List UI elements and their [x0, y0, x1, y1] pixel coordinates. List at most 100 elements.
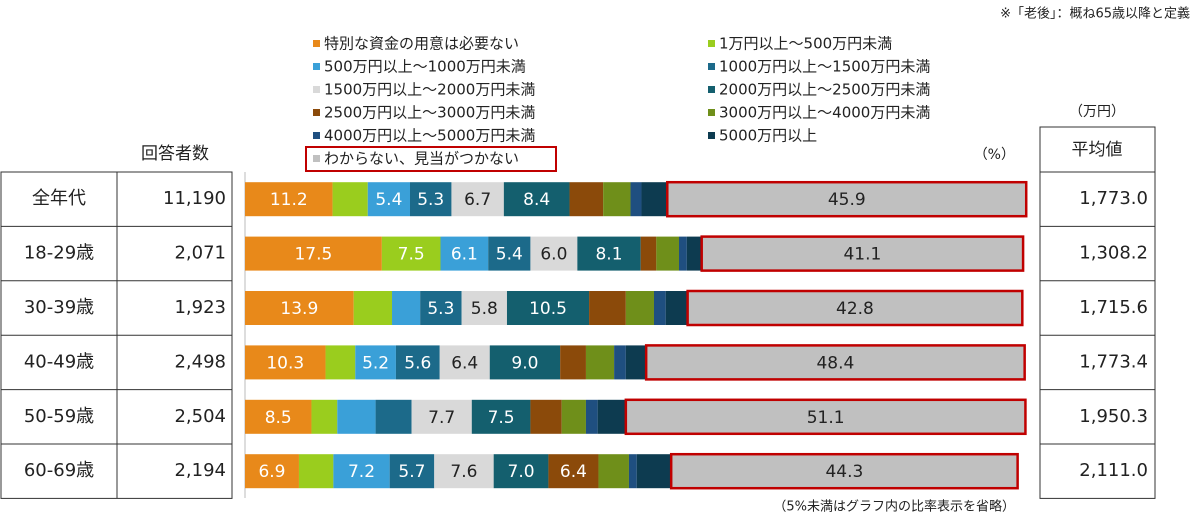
value-label: 6.7: [464, 190, 491, 210]
bar-segment: [353, 291, 393, 325]
row-label: 60-69歳: [24, 460, 94, 481]
legend-swatch: [313, 86, 320, 93]
value-label: 8.5: [265, 408, 292, 428]
bar-segment: [679, 236, 687, 271]
value-label: 13.9: [280, 299, 318, 319]
bar-segment: [245, 345, 326, 380]
respondents: 11,190: [163, 188, 226, 209]
value-label: 6.1: [451, 245, 478, 265]
bar-segment: [506, 291, 590, 325]
legend-label: 5000万円以上: [719, 127, 817, 145]
bar-segment: [644, 344, 1026, 381]
footnote: （5%未満はグラフ内の比率表示を省略）: [773, 499, 1015, 515]
bar-segment: [440, 236, 489, 271]
value-label: 5.2: [362, 353, 389, 373]
value-label: 8.4: [523, 190, 550, 210]
average-unit: （万円）: [1069, 104, 1125, 120]
bar-segment: [653, 291, 666, 325]
respondents: 2,498: [174, 351, 226, 372]
bar-segment: [434, 454, 494, 489]
bar-segment: [636, 454, 672, 489]
legend-label: 1000万円以上～1500万円未満: [719, 58, 930, 76]
bar-segment: [597, 399, 626, 434]
bar-segment: [488, 236, 531, 271]
legend-label: 特別な資金の用意は必要ない: [324, 35, 519, 53]
average: 1,715.6: [1079, 297, 1148, 318]
value-label: 8.1: [595, 245, 622, 265]
legend-swatch: [708, 40, 715, 47]
unit-label: （%）: [974, 147, 1015, 163]
bar-segment: [245, 182, 333, 217]
bar-segment: [439, 345, 490, 380]
row-label: 30-39歳: [24, 297, 94, 318]
respondents: 2,504: [174, 406, 226, 427]
value-label: 5.3: [417, 190, 444, 210]
value-label: 11.2: [270, 190, 308, 210]
value-label: 7.6: [450, 462, 477, 482]
bar-segment: [411, 399, 472, 434]
bar-segment: [298, 454, 334, 489]
legend-swatch: [313, 155, 320, 162]
row-label: 全年代: [32, 188, 86, 209]
bar-segment: [569, 182, 604, 217]
bar-segment: [489, 345, 561, 380]
bar-segment: [503, 182, 570, 217]
value-label: 41.1: [843, 245, 881, 265]
bar-segment: [395, 345, 440, 380]
respondents: 2,194: [174, 460, 226, 481]
value-label: 6.4: [451, 353, 478, 373]
bar-segment: [381, 236, 441, 271]
bar-segment: [665, 291, 688, 325]
value-label: 5.3: [427, 299, 454, 319]
legend-label: 4000万円以上～5000万円未満: [324, 127, 535, 145]
bar-segment: [389, 454, 435, 489]
respondents: 1,923: [174, 297, 226, 318]
value-label: 7.2: [348, 462, 375, 482]
bar-segment: [700, 235, 1025, 272]
bar-segment: [461, 291, 507, 325]
respondents: 2,071: [174, 243, 226, 264]
average: 2,111.0: [1079, 460, 1148, 481]
bar-segment: [420, 291, 462, 325]
value-label: 44.3: [825, 462, 863, 482]
bar-segment: [311, 399, 338, 434]
bar-segment: [561, 399, 586, 434]
legend-swatch: [313, 40, 320, 47]
bar-segment: [355, 345, 396, 380]
bar-segment: [577, 236, 641, 271]
legend-highlight: [305, 146, 557, 172]
value-label: 5.7: [398, 462, 425, 482]
value-label: 10.3: [266, 353, 304, 373]
bar-segment: [245, 454, 299, 489]
bar-segment: [245, 399, 312, 434]
bar-segment: [585, 399, 598, 434]
bar-segment: [585, 345, 615, 380]
bar-segment: [630, 182, 642, 217]
legend-swatch: [708, 132, 715, 139]
bar-segment: [640, 236, 657, 271]
bar-segment: [332, 182, 368, 217]
bar-segment: [333, 454, 390, 489]
bar-segment: [245, 291, 354, 325]
value-label: 6.9: [258, 462, 285, 482]
value-label: 5.6: [404, 353, 431, 373]
legend-swatch: [313, 109, 320, 116]
bar-segment: [666, 180, 1028, 218]
bar-segment: [548, 454, 599, 489]
bar-segment: [493, 454, 549, 489]
row-label: 40-49歳: [24, 351, 94, 372]
legend-swatch: [313, 63, 320, 70]
legend-label: 1万円以上～500万円未満: [719, 35, 892, 53]
note: ※「老後」：概ね65歳以降と定義: [1000, 6, 1190, 22]
legend-label: わからない、見当がつかない: [324, 150, 519, 168]
value-label: 10.5: [529, 299, 567, 319]
legend-label: 2000万円以上～2500万円未満: [719, 81, 930, 99]
value-label: 7.0: [508, 462, 535, 482]
bar-segment: [625, 291, 654, 325]
bar-segment: [686, 236, 702, 271]
bar-segment: [560, 345, 586, 380]
bar-segment: [628, 454, 637, 489]
value-label: 7.7: [428, 408, 455, 428]
value-label: 51.1: [807, 408, 845, 428]
row-label: 18-29歳: [24, 243, 94, 264]
